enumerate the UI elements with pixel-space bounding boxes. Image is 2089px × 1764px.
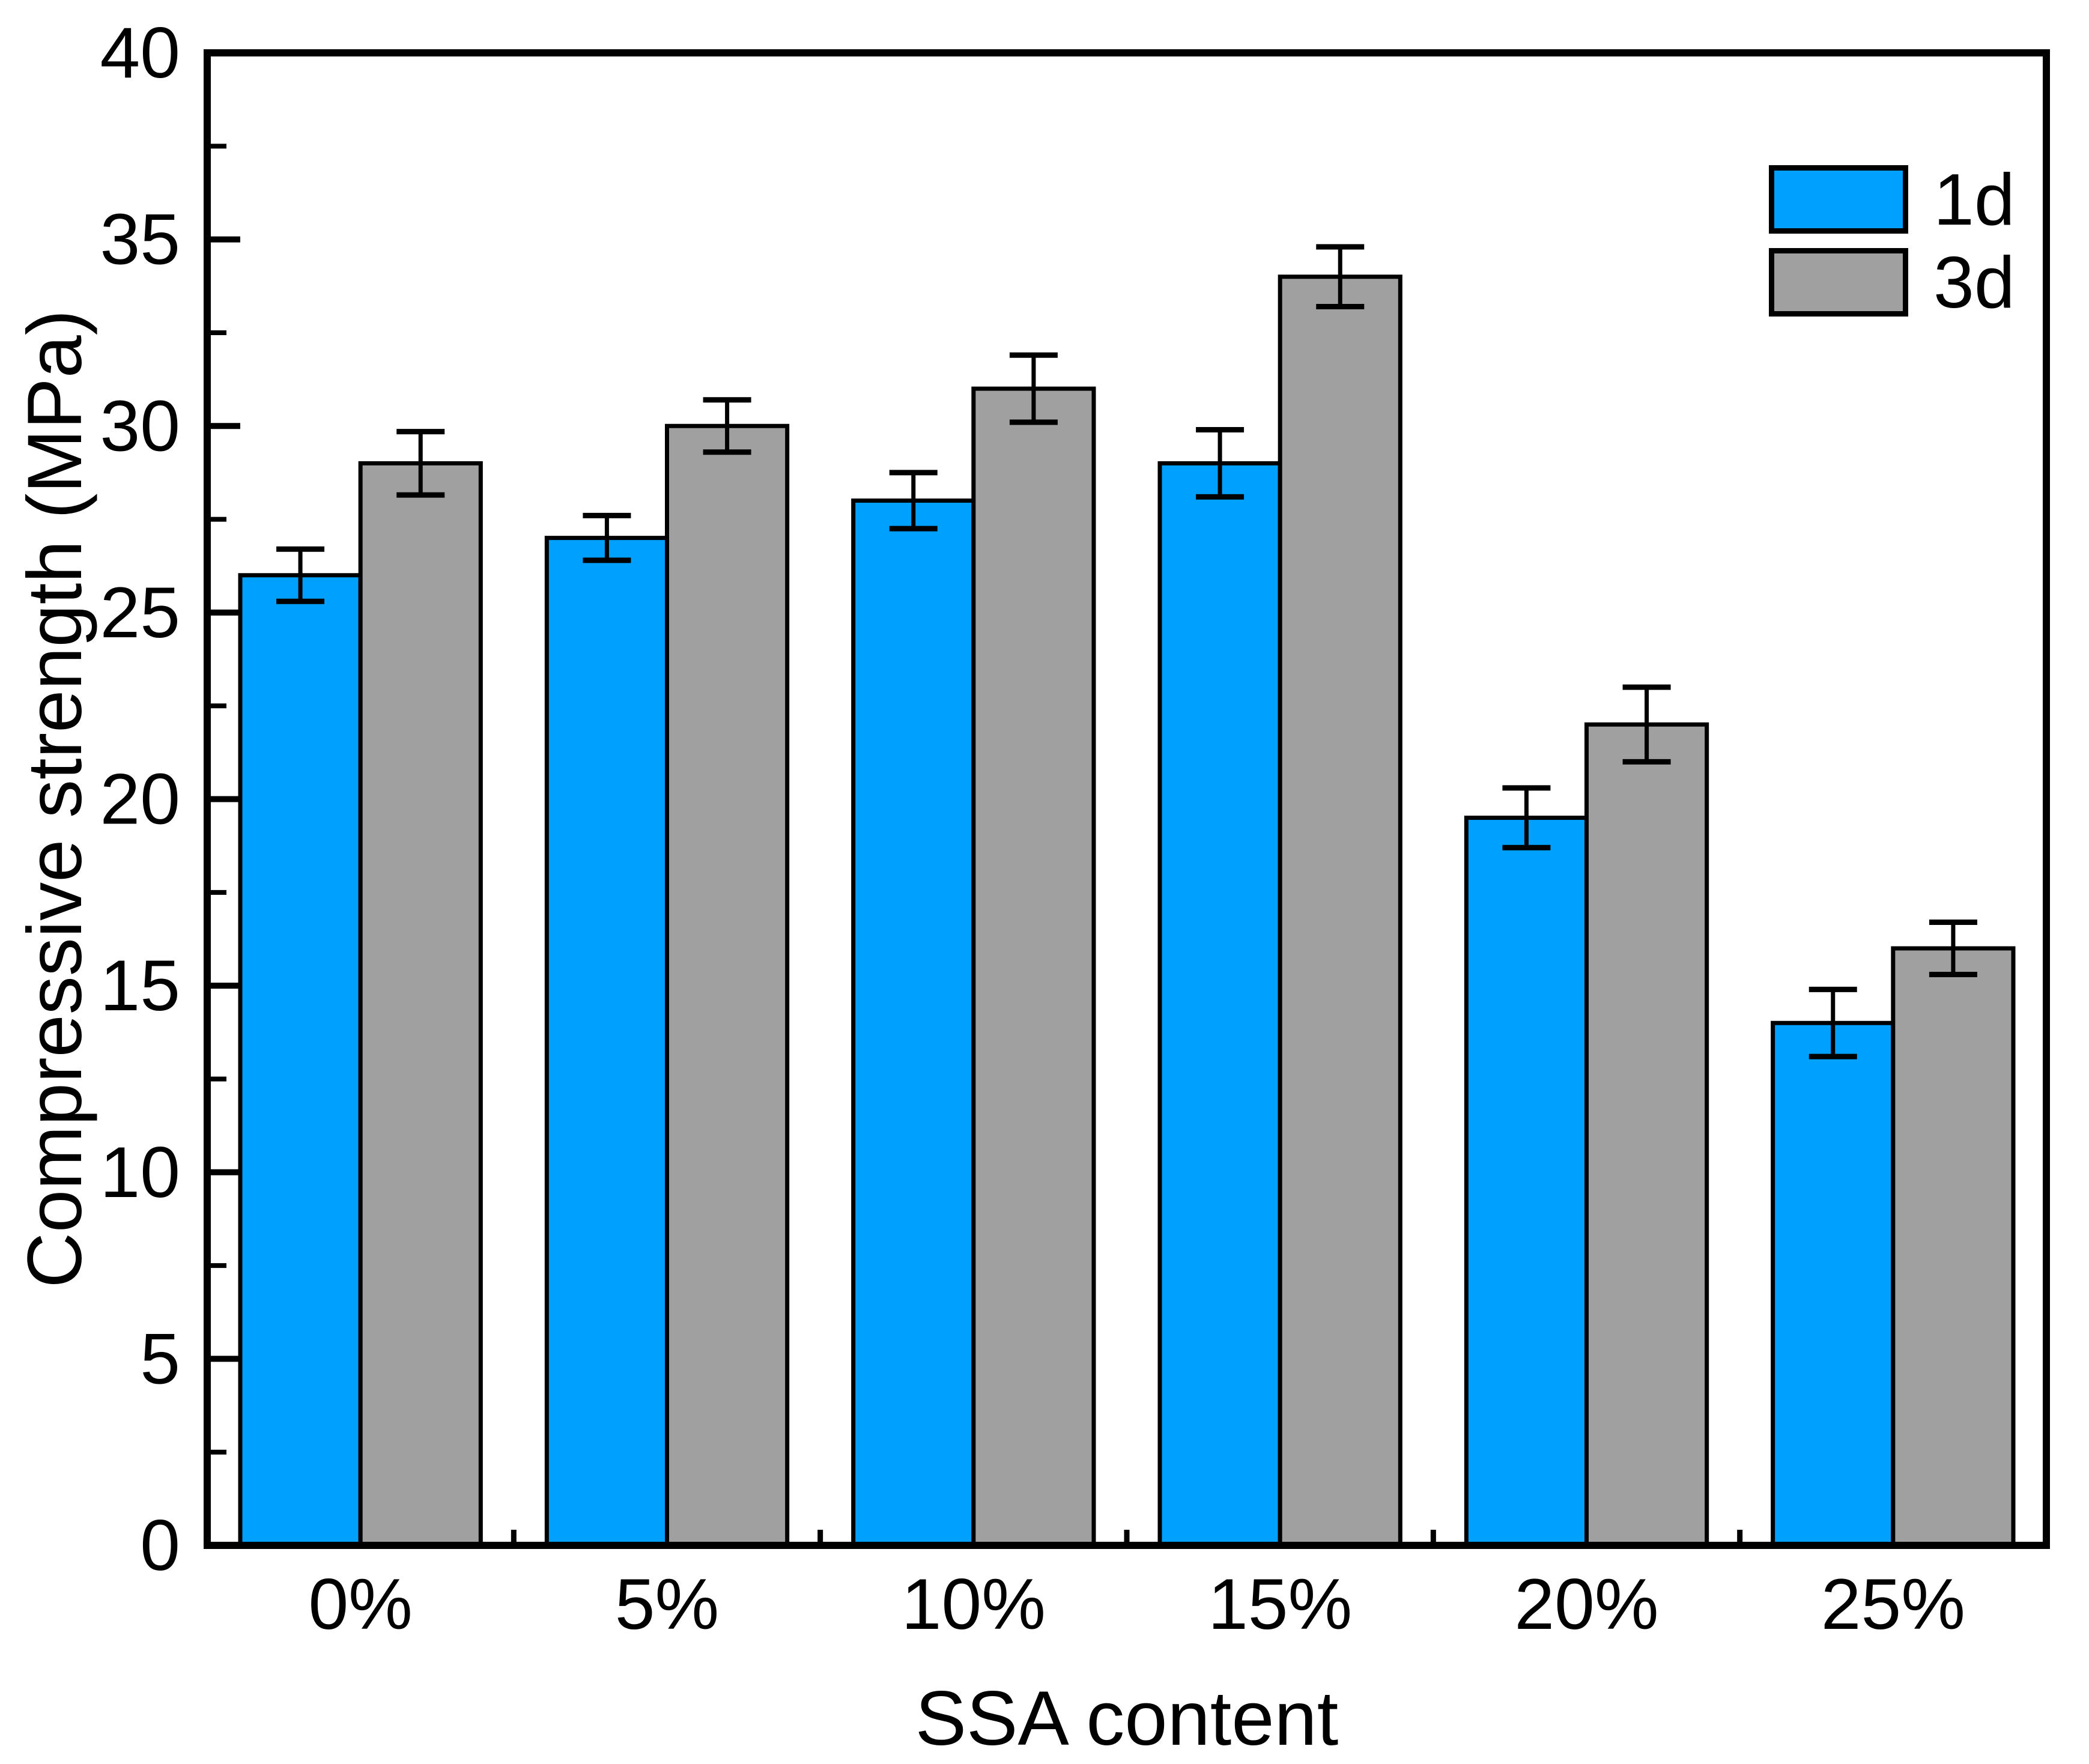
- bar-3d-15%: [1278, 274, 1402, 1548]
- y-tick-label-25: 25: [100, 572, 180, 653]
- y-tick-label-30: 30: [100, 386, 180, 466]
- legend-swatch-3d: [1769, 248, 1908, 317]
- bar-3d-25%: [1891, 946, 2016, 1548]
- y-tick-label-35: 35: [100, 199, 180, 280]
- y-tick-label-40: 40: [100, 13, 180, 93]
- x-tick-label-25%: 25%: [1821, 1564, 1965, 1644]
- x-tick-label-0%: 0%: [308, 1564, 412, 1644]
- legend-swatch-1d: [1769, 165, 1908, 234]
- legend-label-1d: 1d: [1933, 159, 2015, 240]
- x-axis-title: SSA content: [915, 1676, 1339, 1762]
- x-tick-label-15%: 15%: [1208, 1564, 1352, 1644]
- y-tick-label-10: 10: [100, 1132, 180, 1213]
- legend-item-3d: 3d: [1769, 246, 2015, 319]
- bar-3d-10%: [971, 386, 1096, 1548]
- legend: 1d 3d: [1769, 163, 2015, 319]
- x-tick-label-5%: 5%: [615, 1564, 719, 1644]
- y-tick-label-15: 15: [100, 945, 180, 1026]
- bar-1d-20%: [1464, 816, 1589, 1548]
- plot-frame: [204, 49, 2050, 1549]
- legend-item-1d: 1d: [1769, 163, 2015, 236]
- x-tick-label-10%: 10%: [902, 1564, 1046, 1644]
- y-tick-label-0: 0: [140, 1505, 180, 1586]
- bar-1d-10%: [851, 499, 976, 1548]
- y-tick-label-20: 20: [100, 759, 180, 840]
- bar-1d-5%: [544, 536, 669, 1548]
- bar-3d-5%: [665, 423, 790, 1548]
- bar-1d-25%: [1771, 1020, 1896, 1548]
- legend-label-3d: 3d: [1933, 241, 2015, 323]
- bar-1d-0%: [238, 573, 363, 1548]
- bar-1d-15%: [1157, 461, 1282, 1548]
- bar-3d-0%: [358, 461, 483, 1548]
- y-tick-label-5: 5: [140, 1318, 180, 1399]
- y-axis-title: Compressive strength (MPa): [12, 309, 98, 1288]
- bar-3d-20%: [1584, 722, 1709, 1548]
- x-tick-label-20%: 20%: [1514, 1564, 1658, 1644]
